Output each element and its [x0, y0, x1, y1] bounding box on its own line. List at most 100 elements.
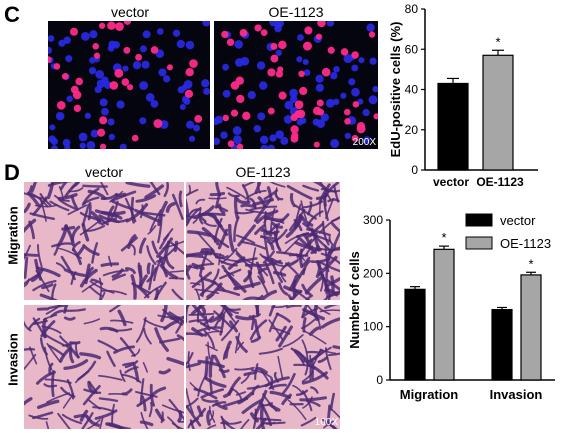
- nucleus-dapi: [315, 74, 324, 83]
- nucleus-dapi: [256, 61, 266, 70]
- nucleus-edu: [294, 100, 304, 109]
- stained-cell: [203, 221, 217, 227]
- nucleus-dapi: [330, 72, 338, 80]
- stained-cell: [139, 378, 145, 406]
- stained-cell: [259, 401, 273, 427]
- nucleus-edu: [316, 99, 324, 107]
- stained-cell: [75, 246, 85, 258]
- stained-cell: [254, 224, 266, 235]
- stained-cell: [279, 270, 287, 283]
- stained-cell: [205, 344, 218, 352]
- stained-cell: [63, 308, 87, 312]
- transwell-image-invasion-oe1123: 100X: [186, 305, 340, 429]
- stained-cell: [318, 183, 331, 205]
- legend-label: vector: [500, 213, 536, 228]
- nucleus-dapi: [108, 133, 116, 141]
- nucleus-edu: [99, 116, 108, 125]
- stained-cell: [260, 369, 275, 391]
- stained-cell: [142, 362, 149, 373]
- nucleus-edu: [270, 42, 278, 50]
- stained-cell: [139, 204, 144, 219]
- stained-cell: [257, 263, 269, 277]
- nucleus-dapi: [299, 117, 307, 125]
- stained-cell: [171, 193, 184, 220]
- stained-cell: [211, 401, 227, 407]
- stained-cell: [83, 318, 101, 325]
- stained-cell: [50, 309, 64, 318]
- nucleus-edu: [92, 43, 99, 50]
- nucleus-dapi: [116, 100, 125, 109]
- stained-cell: [218, 309, 228, 322]
- stained-cell: [259, 236, 275, 240]
- stained-cell: [67, 204, 88, 216]
- stained-cell: [201, 226, 220, 246]
- stained-cell: [94, 209, 119, 218]
- stained-cell: [53, 194, 70, 202]
- transwell-image-migration-vector: [24, 182, 184, 300]
- stained-cell: [137, 262, 142, 279]
- nucleus-edu: [48, 56, 52, 64]
- stained-cell: [275, 325, 287, 342]
- nucleus-dapi: [260, 144, 269, 149]
- stained-cell: [61, 225, 76, 231]
- nucleus-edu: [56, 100, 66, 110]
- y-tick-label: 0: [411, 163, 418, 177]
- stained-cell: [241, 398, 263, 415]
- nucleus-dapi: [372, 85, 378, 93]
- stained-cell: [158, 368, 171, 375]
- stained-cell: [241, 240, 267, 250]
- stained-cell: [206, 282, 223, 299]
- stained-cell: [231, 387, 243, 402]
- stained-cell: [209, 191, 226, 197]
- nucleus-edu: [121, 78, 130, 86]
- stained-cell: [124, 197, 137, 223]
- edu-fluorescence-image-vector: [48, 21, 210, 149]
- stained-cell: [244, 263, 261, 268]
- nucleus-dapi: [302, 58, 309, 66]
- stained-cell: [327, 352, 340, 357]
- nucleus-dapi: [78, 132, 88, 142]
- transwell-image-migration-oe1123: [186, 182, 340, 300]
- stained-cell: [186, 332, 207, 337]
- stained-cell: [146, 262, 151, 275]
- nucleus-dapi: [183, 97, 191, 105]
- stained-cell: [169, 270, 184, 273]
- nucleus-dapi: [326, 21, 335, 27]
- nucleus-dapi: [269, 21, 278, 27]
- stained-cell: [204, 377, 227, 388]
- bar: [433, 248, 455, 381]
- stained-cell: [215, 205, 229, 213]
- nucleus-edu: [299, 86, 308, 96]
- stained-cell: [327, 198, 340, 203]
- stained-cell: [162, 404, 184, 414]
- stained-cell: [71, 182, 80, 189]
- nucleus-edu: [317, 108, 325, 116]
- legend-swatch: [465, 213, 493, 227]
- y-axis-label: Number of cells: [347, 251, 362, 349]
- stained-cell: [227, 192, 240, 198]
- stained-cell: [249, 319, 268, 341]
- stained-cell: [188, 319, 208, 323]
- stained-cell: [30, 182, 37, 193]
- stained-cell: [24, 253, 39, 257]
- stained-cell: [186, 305, 190, 324]
- stained-cell: [117, 309, 127, 327]
- stained-cell: [293, 363, 312, 368]
- nucleus-dapi: [233, 135, 242, 145]
- stained-cell: [163, 182, 169, 198]
- stained-cell: [235, 197, 251, 205]
- transwell-image-invasion-vector: [24, 305, 184, 429]
- nucleus-edu: [221, 30, 229, 39]
- stained-cell: [254, 294, 264, 300]
- stained-cell: [159, 233, 170, 250]
- stained-cell: [81, 222, 90, 242]
- migration-invasion-bar-chart: 0 100 200 300 Number of cells * Migration * Inva…: [347, 213, 555, 402]
- stained-cell: [313, 305, 331, 315]
- stained-cell: [98, 374, 123, 381]
- stained-cell: [81, 412, 94, 429]
- nucleus-dapi: [351, 64, 359, 72]
- nucleus-edu: [351, 134, 359, 142]
- nucleus-edu: [135, 53, 143, 61]
- stained-cell: [305, 349, 324, 364]
- stained-cell: [268, 312, 279, 333]
